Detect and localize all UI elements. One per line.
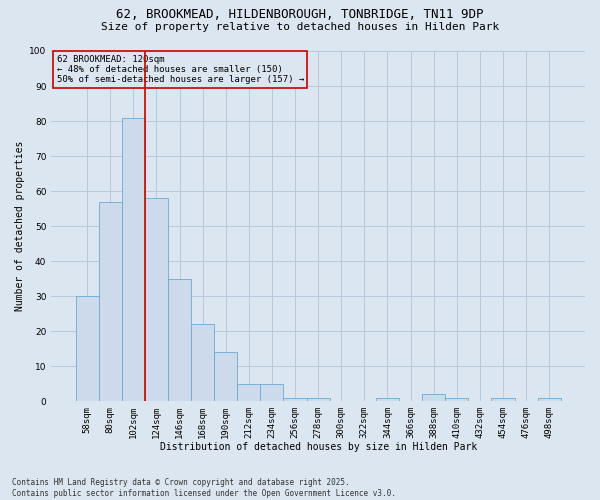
Bar xyxy=(491,398,515,401)
Text: 62 BROOKMEAD: 120sqm
← 48% of detached houses are smaller (150)
50% of semi-deta: 62 BROOKMEAD: 120sqm ← 48% of detached h… xyxy=(56,54,304,84)
X-axis label: Distribution of detached houses by size in Hilden Park: Distribution of detached houses by size … xyxy=(160,442,477,452)
Bar xyxy=(214,352,237,401)
Bar xyxy=(307,398,329,401)
Bar xyxy=(76,296,98,401)
Bar xyxy=(168,278,191,401)
Bar xyxy=(283,398,307,401)
Text: Size of property relative to detached houses in Hilden Park: Size of property relative to detached ho… xyxy=(101,22,499,32)
Bar xyxy=(538,398,561,401)
Text: 62, BROOKMEAD, HILDENBOROUGH, TONBRIDGE, TN11 9DP: 62, BROOKMEAD, HILDENBOROUGH, TONBRIDGE,… xyxy=(116,8,484,20)
Bar xyxy=(422,394,445,401)
Bar xyxy=(260,384,283,401)
Bar xyxy=(376,398,399,401)
Bar xyxy=(145,198,168,401)
Bar xyxy=(237,384,260,401)
Y-axis label: Number of detached properties: Number of detached properties xyxy=(15,141,25,312)
Text: Contains HM Land Registry data © Crown copyright and database right 2025.
Contai: Contains HM Land Registry data © Crown c… xyxy=(12,478,396,498)
Bar xyxy=(191,324,214,401)
Bar xyxy=(98,202,122,401)
Bar xyxy=(122,118,145,401)
Bar xyxy=(445,398,469,401)
